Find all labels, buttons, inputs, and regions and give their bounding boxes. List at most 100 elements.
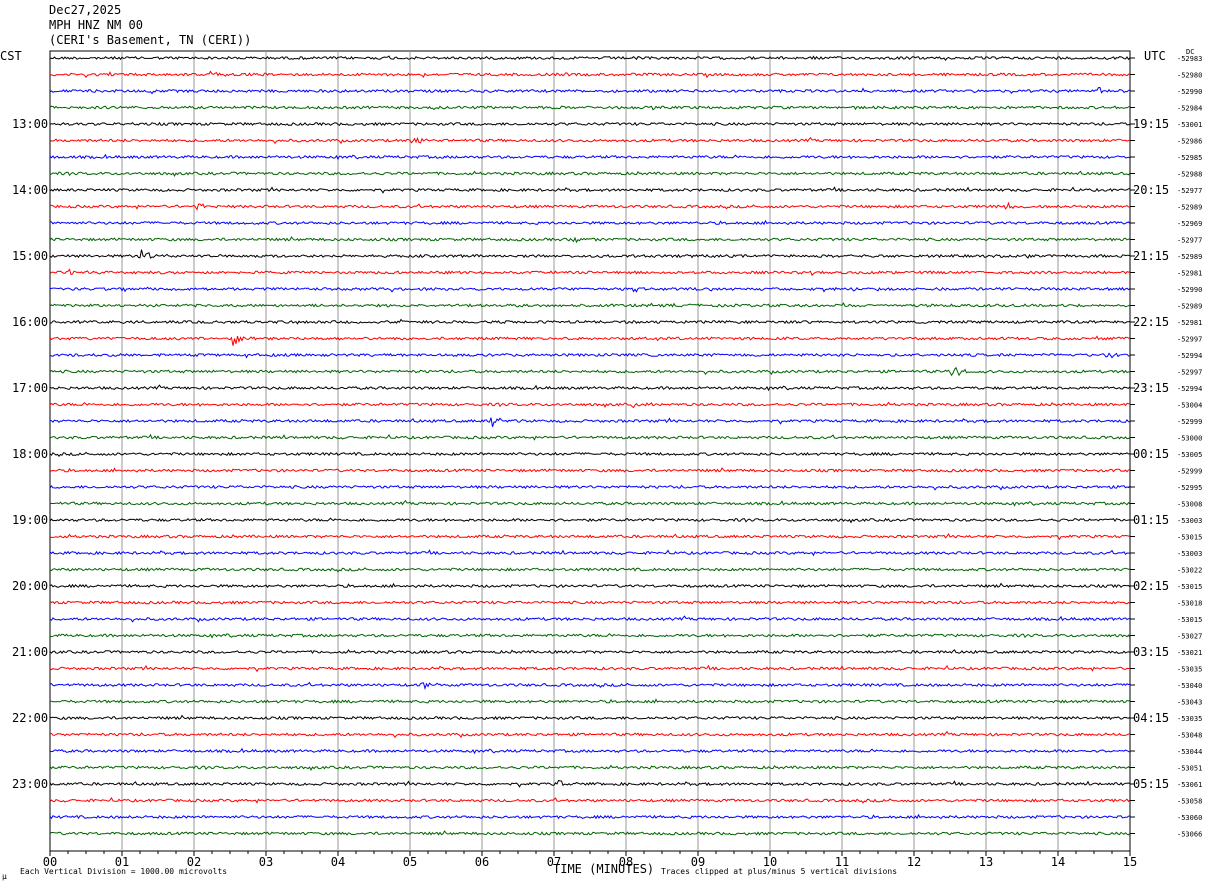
cst-hour-label: 23:00: [12, 777, 48, 791]
dc-offset-label: -52981: [1177, 319, 1202, 327]
utc-hour-label: 05:15: [1133, 777, 1169, 791]
x-tick-label: 12: [907, 855, 921, 869]
trace-line: [50, 698, 1131, 704]
trace-line: [49, 433, 1131, 441]
trace-line: [49, 384, 1131, 392]
dc-offset-label: -53001: [1177, 121, 1202, 129]
trace-line: [49, 86, 1131, 95]
trace-line: [49, 764, 1131, 771]
utc-hour-label: 03:15: [1133, 645, 1169, 659]
dc-offset-label: -52989: [1177, 204, 1202, 212]
x-tick-label: 15: [1123, 855, 1137, 869]
x-tick-label: 07: [547, 855, 561, 869]
trace-line: [49, 302, 1131, 308]
dc-offset-label: -52986: [1177, 138, 1202, 146]
utc-hour-label: 02:15: [1133, 579, 1169, 593]
dc-offset-label: -52980: [1177, 72, 1202, 80]
trace-line: [49, 219, 1131, 226]
trace-line: [49, 286, 1131, 293]
dc-offset-label: -52999: [1177, 468, 1202, 476]
dc-offset-label: -53022: [1177, 567, 1202, 575]
trace-line: [49, 633, 1131, 639]
trace-line: [49, 649, 1131, 655]
trace-line: [49, 170, 1131, 177]
utc-hour-label: 21:15: [1133, 249, 1169, 263]
x-tick-label: 09: [691, 855, 705, 869]
trace-line: [49, 484, 1131, 491]
dc-offset-label: -52995: [1177, 484, 1202, 492]
trace-line: [49, 318, 1131, 325]
cst-hour-label: 15:00: [12, 249, 48, 263]
trace-line: [49, 352, 1131, 359]
trace-line: [49, 517, 1130, 524]
trace-line: [49, 153, 1131, 161]
x-tick-label: 03: [259, 855, 273, 869]
trace-line: [49, 615, 1131, 623]
scale-note: Each Vertical Division = 1000.00 microvo…: [20, 867, 228, 876]
dc-offset-label: -52969: [1177, 220, 1202, 228]
dc-offset-label: -53015: [1177, 534, 1202, 542]
trace-line: [49, 401, 1131, 409]
trace-line: [49, 813, 1131, 820]
trace-line: [49, 55, 1131, 62]
x-tick-label: 04: [331, 855, 345, 869]
cst-hour-label: 13:00: [12, 117, 48, 131]
trace-line: [49, 236, 1131, 244]
dc-offset-label: -53060: [1177, 814, 1202, 822]
dc-offset-label: -53027: [1177, 633, 1202, 641]
location-label: (CERI's Basement, TN (CERI)): [49, 33, 252, 47]
trace-line: [49, 268, 1131, 276]
dc-label: DC: [1186, 48, 1195, 56]
trace-line: [49, 730, 1131, 739]
dc-offset-label: -52989: [1177, 303, 1202, 311]
dc-offset-label: -53066: [1177, 831, 1202, 839]
x-tick-label: 14: [1051, 855, 1065, 869]
station-label: MPH HNZ NM 00: [49, 18, 143, 32]
dc-offset-label: -52994: [1177, 385, 1202, 393]
dc-offset-label: -52983: [1177, 55, 1202, 63]
dc-offset-label: -53018: [1177, 600, 1202, 608]
dc-offset-label: -53043: [1177, 699, 1202, 707]
trace-line: [49, 335, 1131, 346]
trace-line: [50, 201, 1131, 211]
dc-offset-label: -53048: [1177, 732, 1202, 740]
dc-offset-label: -53004: [1177, 402, 1202, 410]
cst-hour-label: 17:00: [12, 381, 48, 395]
trace-line: [49, 467, 1131, 473]
dc-offset-label: -53008: [1177, 501, 1202, 509]
dc-offset-label: -53051: [1177, 765, 1202, 773]
x-tick-label: 10: [763, 855, 777, 869]
utc-hour-label: 04:15: [1133, 711, 1169, 725]
x-tick-label: 08: [619, 855, 633, 869]
x-tick-label: 02: [187, 855, 201, 869]
dc-offset-label: -53040: [1177, 682, 1202, 690]
utc-hour-label: 23:15: [1133, 381, 1169, 395]
dc-offset-label: -52994: [1177, 352, 1202, 360]
dc-offset-label: -53015: [1177, 616, 1202, 624]
x-tick-label: 11: [835, 855, 849, 869]
dc-offset-label: -52989: [1177, 253, 1202, 261]
dc-offset-label: -52984: [1177, 105, 1202, 113]
dc-offset-label: -53015: [1177, 583, 1202, 591]
utc-hour-label: 22:15: [1133, 315, 1169, 329]
dc-offset-label: -52985: [1177, 154, 1202, 162]
x-tick-label: 00: [43, 855, 57, 869]
trace-line: [49, 451, 1131, 457]
cst-hour-label: 18:00: [12, 447, 48, 461]
trace-line: [49, 499, 1131, 507]
trace-line: [49, 582, 1131, 589]
x-axis-title: TIME (MINUTES): [553, 862, 655, 876]
trace-line: [49, 796, 1131, 804]
trace-line: [49, 249, 1131, 259]
dc-offset-label: -52977: [1177, 187, 1202, 195]
dc-offset-label: -53003: [1177, 550, 1202, 558]
cst-hour-label: 21:00: [12, 645, 48, 659]
dc-offset-label: -53035: [1177, 715, 1202, 723]
date-label: Dec27,2025: [49, 3, 122, 17]
cst-hour-label: 20:00: [12, 579, 48, 593]
cst-hour-label: 19:00: [12, 513, 48, 527]
dc-offset-label: -52988: [1177, 171, 1202, 179]
x-tick-label: 05: [403, 855, 417, 869]
trace-line: [49, 136, 1131, 145]
